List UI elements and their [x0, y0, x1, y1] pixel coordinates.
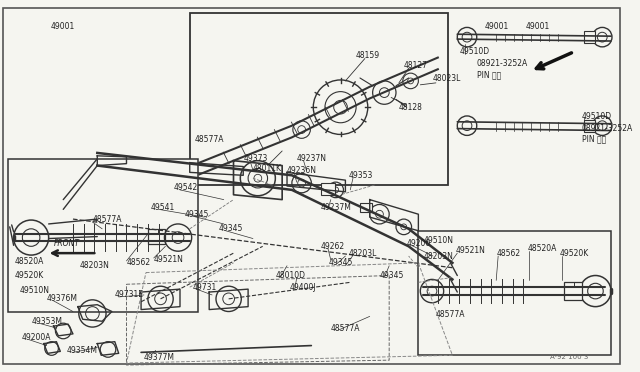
- Text: 48577A: 48577A: [195, 135, 224, 144]
- Text: 48159: 48159: [355, 51, 380, 60]
- Text: FRONT: FRONT: [54, 239, 79, 248]
- Text: 49237M: 49237M: [321, 203, 352, 212]
- Text: 49520K: 49520K: [559, 248, 589, 258]
- Bar: [148, 229, 165, 244]
- Text: 49542: 49542: [173, 183, 197, 192]
- Text: 48520A: 48520A: [527, 244, 557, 253]
- Text: 48127: 48127: [404, 61, 428, 70]
- Text: 49521N: 49521N: [455, 246, 485, 255]
- Text: 49345: 49345: [219, 224, 243, 233]
- Text: PIN ピン: PIN ピン: [477, 71, 501, 80]
- Text: 48577A: 48577A: [331, 324, 360, 333]
- Text: 48203L: 48203L: [348, 248, 377, 258]
- Text: 48562: 48562: [127, 259, 150, 267]
- Text: 49510D: 49510D: [460, 47, 490, 56]
- Text: 49377M: 49377M: [144, 353, 175, 362]
- Bar: [584, 31, 595, 43]
- Text: 48203N: 48203N: [423, 251, 453, 260]
- Bar: [321, 183, 335, 195]
- Text: 49237N: 49237N: [297, 154, 327, 163]
- Text: 49400J: 49400J: [290, 283, 317, 292]
- Text: 49345: 49345: [329, 259, 353, 267]
- Text: 48023L: 48023L: [433, 74, 461, 83]
- Text: 49376M: 49376M: [47, 294, 77, 303]
- Text: 49354M: 49354M: [66, 346, 97, 355]
- Text: 49731E: 49731E: [115, 291, 144, 299]
- Text: 49353: 49353: [348, 171, 372, 180]
- Text: PIN ピン: PIN ピン: [582, 135, 606, 144]
- Bar: [8, 159, 198, 312]
- Bar: [564, 282, 582, 300]
- Text: 49236N: 49236N: [287, 166, 317, 175]
- Bar: [360, 202, 372, 212]
- Bar: [584, 120, 595, 132]
- Text: 49200: 49200: [406, 239, 431, 248]
- Text: 48128: 48128: [399, 103, 423, 112]
- Text: 49510N: 49510N: [19, 286, 49, 295]
- Text: 49510D: 49510D: [582, 112, 612, 121]
- Bar: [189, 13, 447, 185]
- Text: 49521N: 49521N: [154, 256, 184, 264]
- Text: 48520A: 48520A: [15, 257, 44, 266]
- Text: 08921-3252A: 08921-3252A: [582, 124, 633, 133]
- Bar: [419, 231, 611, 355]
- Text: 49001: 49001: [525, 22, 550, 31]
- Text: 48203N: 48203N: [80, 261, 109, 270]
- Text: 48011K: 48011K: [253, 164, 282, 173]
- Text: 48577A: 48577A: [436, 310, 465, 319]
- Text: 49001: 49001: [51, 22, 75, 31]
- Text: 49520K: 49520K: [15, 271, 44, 280]
- Text: 49353M: 49353M: [31, 317, 62, 326]
- Text: 49345: 49345: [380, 271, 404, 280]
- Text: 49541: 49541: [151, 203, 175, 212]
- Text: 08921-3252A: 08921-3252A: [477, 59, 528, 68]
- Text: 49001: 49001: [484, 22, 509, 31]
- Text: 48577A: 48577A: [92, 215, 122, 224]
- Text: 49200A: 49200A: [21, 333, 51, 342]
- Text: 48562: 48562: [496, 248, 520, 258]
- Text: 49373: 49373: [243, 154, 268, 163]
- Text: 49510N: 49510N: [423, 236, 453, 245]
- Text: 49262: 49262: [321, 242, 345, 251]
- Text: 49345: 49345: [185, 210, 209, 219]
- Text: A·92 100 3: A·92 100 3: [550, 354, 588, 360]
- Text: 48010D: 48010D: [275, 271, 305, 280]
- Text: 49731: 49731: [193, 283, 217, 292]
